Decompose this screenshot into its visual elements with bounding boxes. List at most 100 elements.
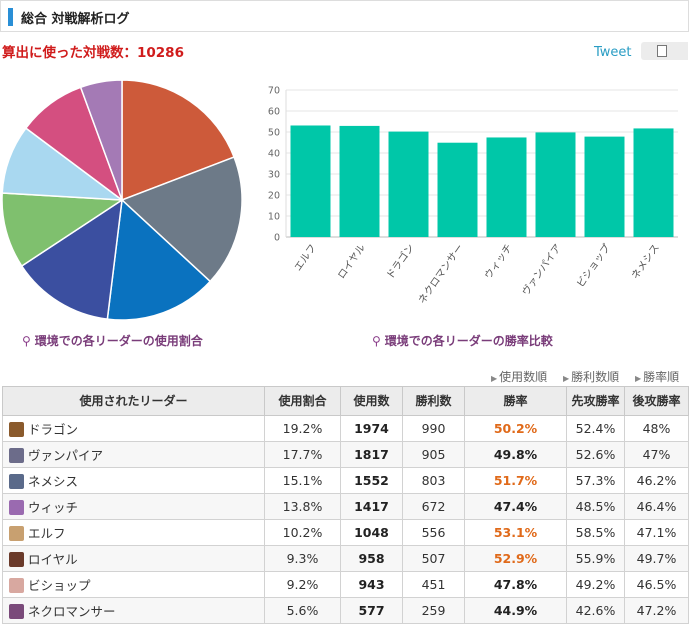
bar-caption: ⚲ 環境での各リーダーの勝率比較 xyxy=(372,334,553,348)
share-cell: 17.7% xyxy=(264,441,341,468)
x-tick-label: ビショップ xyxy=(574,242,613,290)
leader-name: ロイヤル xyxy=(28,552,78,567)
table-row: ネクロマンサー 5.6% 577 259 44.9% 42.6% 47.2% xyxy=(2,597,689,624)
rate-cell: 53.1% xyxy=(464,519,567,546)
wins-cell: 556 xyxy=(402,519,465,546)
pie-slice xyxy=(1,192,125,268)
count-cell: 577 xyxy=(340,597,403,624)
count-cell: 958 xyxy=(340,545,403,572)
column-header-second-rate[interactable]: 後攻勝率 xyxy=(624,386,689,416)
sort-by-rate[interactable]: ▶ 勝率順 xyxy=(635,370,680,384)
pie-slice xyxy=(106,198,212,321)
pie-slice xyxy=(20,198,123,320)
bar xyxy=(388,131,429,237)
document-icon xyxy=(657,45,667,57)
share-cell: 5.6% xyxy=(264,597,341,624)
pie-slice xyxy=(120,156,243,283)
leader-stats-table: 使用されたリーダー 使用割合 使用数 勝利数 勝率 先攻勝率 後攻勝率 ドラゴン… xyxy=(2,386,689,624)
bar xyxy=(633,128,674,237)
wins-cell: 990 xyxy=(402,415,465,442)
pie-slice xyxy=(121,79,236,202)
y-tick-label: 60 xyxy=(268,107,280,118)
bar xyxy=(437,142,478,237)
wins-cell: 905 xyxy=(402,441,465,468)
map-pin-icon: ⚲ xyxy=(372,334,381,348)
table-row: ドラゴン 19.2% 1974 990 50.2% 52.4% 48% xyxy=(2,415,689,442)
first-rate-cell: 42.6% xyxy=(566,597,625,624)
column-header-first-rate[interactable]: 先攻勝率 xyxy=(566,386,625,416)
share-cell: 9.2% xyxy=(264,571,341,598)
leader-cell: ウィッチ xyxy=(2,493,265,520)
x-tick-label: ヴァンパイア xyxy=(519,241,564,298)
page-header: 総合 対戦解析ログ xyxy=(0,0,689,32)
bar xyxy=(290,125,331,237)
leader-avatar-icon xyxy=(9,604,24,619)
table-row: エルフ 10.2% 1048 556 53.1% 58.5% 47.1% xyxy=(2,519,689,546)
rate-cell: 52.9% xyxy=(464,545,567,572)
leader-cell: ヴァンパイア xyxy=(2,441,265,468)
share-cell: 15.1% xyxy=(264,467,341,494)
bar xyxy=(486,137,527,237)
leader-cell: エルフ xyxy=(2,519,265,546)
x-tick-label: ウィッチ xyxy=(482,242,515,282)
share-cell: 10.2% xyxy=(264,519,341,546)
rate-cell: 47.8% xyxy=(464,571,567,598)
second-rate-cell: 49.7% xyxy=(624,545,689,572)
leader-name: エルフ xyxy=(28,526,66,541)
y-tick-label: 10 xyxy=(268,212,280,223)
rate-cell: 51.7% xyxy=(464,467,567,494)
x-tick-label: ネメシス xyxy=(629,242,662,282)
leader-avatar-icon xyxy=(9,500,24,515)
bookmark-button[interactable] xyxy=(641,42,688,60)
column-header-rate[interactable]: 勝率 xyxy=(464,386,567,416)
share-cell: 19.2% xyxy=(264,415,341,442)
leader-name: ヴァンパイア xyxy=(28,448,104,463)
y-tick-label: 70 xyxy=(268,86,280,97)
leader-avatar-icon xyxy=(9,578,24,593)
rate-cell: 49.8% xyxy=(464,441,567,468)
leader-name: ウィッチ xyxy=(28,500,79,515)
table-row: ビショップ 9.2% 943 451 47.8% 49.2% 46.5% xyxy=(2,571,689,598)
y-tick-label: 50 xyxy=(268,128,280,139)
bar xyxy=(584,136,625,237)
column-header-share[interactable]: 使用割合 xyxy=(264,386,341,416)
share-cell: 9.3% xyxy=(264,545,341,572)
wins-cell: 507 xyxy=(402,545,465,572)
map-pin-icon: ⚲ xyxy=(22,334,31,348)
table-header-row: 使用されたリーダー 使用割合 使用数 勝利数 勝率 先攻勝率 後攻勝率 xyxy=(2,386,689,416)
column-header-count[interactable]: 使用数 xyxy=(340,386,403,416)
leader-name: ネメシス xyxy=(28,474,79,489)
pie-caption: ⚲ 環境での各リーダーの使用割合 xyxy=(22,334,203,348)
leader-cell: ロイヤル xyxy=(2,545,265,572)
second-rate-cell: 46.5% xyxy=(624,571,689,598)
sort-by-count[interactable]: ▶ 使用数順 xyxy=(491,370,548,384)
leader-cell: ネメシス xyxy=(2,467,265,494)
leader-avatar-icon xyxy=(9,526,24,541)
table-row: ロイヤル 9.3% 958 507 52.9% 55.9% 49.7% xyxy=(2,545,689,572)
first-rate-cell: 52.6% xyxy=(566,441,625,468)
second-rate-cell: 46.2% xyxy=(624,467,689,494)
y-tick-label: 0 xyxy=(274,233,280,244)
tweet-link[interactable]: Tweet xyxy=(594,45,632,60)
x-tick-label: ロイヤル xyxy=(336,242,368,281)
leader-name: ドラゴン xyxy=(28,422,79,437)
first-rate-cell: 57.3% xyxy=(566,467,625,494)
first-rate-cell: 58.5% xyxy=(566,519,625,546)
second-rate-cell: 47% xyxy=(624,441,689,468)
leader-avatar-icon xyxy=(9,552,24,567)
column-header-wins[interactable]: 勝利数 xyxy=(402,386,465,416)
wins-cell: 672 xyxy=(402,493,465,520)
column-header-leader[interactable]: 使用されたリーダー xyxy=(2,386,265,416)
second-rate-cell: 48% xyxy=(624,415,689,442)
table-row: ヴァンパイア 17.7% 1817 905 49.8% 52.6% 47% xyxy=(2,441,689,468)
table-row: ネメシス 15.1% 1552 803 51.7% 57.3% 46.2% xyxy=(2,467,689,494)
count-cell: 1048 xyxy=(340,519,403,546)
sort-by-wins[interactable]: ▶ 勝利数順 xyxy=(563,370,620,384)
wins-cell: 803 xyxy=(402,467,465,494)
leader-cell: ネクロマンサー xyxy=(2,597,265,624)
leader-avatar-icon xyxy=(9,448,24,463)
count-cell: 1552 xyxy=(340,467,403,494)
first-rate-cell: 52.4% xyxy=(566,415,625,442)
first-rate-cell: 49.2% xyxy=(566,571,625,598)
wins-cell: 451 xyxy=(402,571,465,598)
